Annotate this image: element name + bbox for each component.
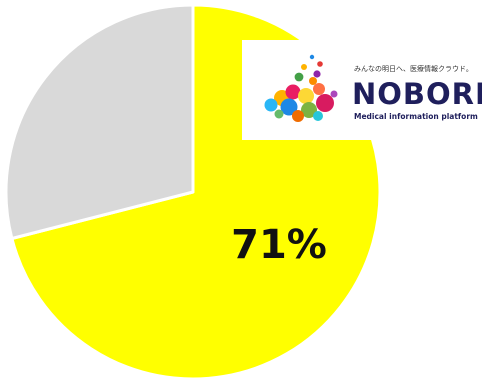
nobori-logo: みんなの明日へ、医療情報クラウド。 NOBORI Medical informa…	[242, 40, 482, 140]
pie-slice-label: 71%	[231, 222, 327, 268]
logo-wordmark: NOBORI	[352, 77, 482, 111]
pie-slice-1	[4, 3, 195, 241]
nobori-bubbles-icon	[264, 54, 338, 122]
logo-tagline: みんなの明日へ、医療情報クラウド。	[354, 65, 473, 73]
logo-subtitle: Medical information platform	[354, 112, 478, 121]
